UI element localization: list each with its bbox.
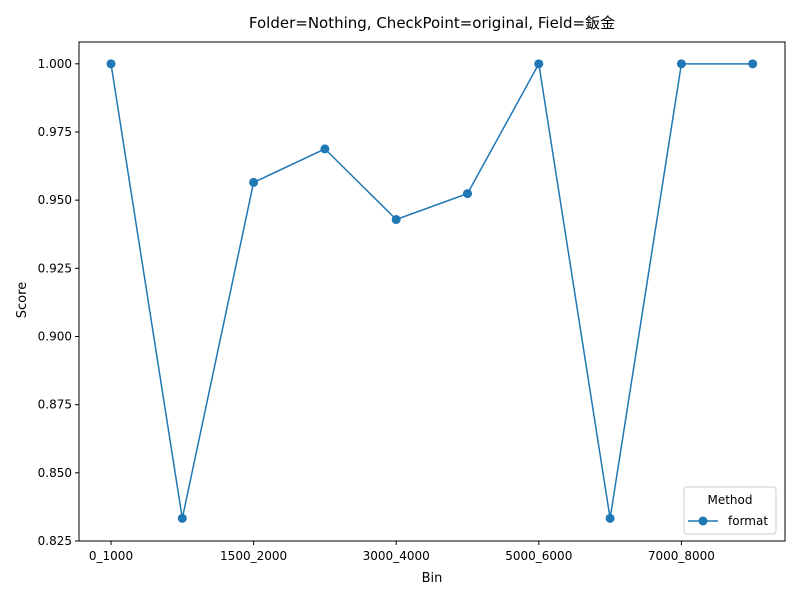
y-tick-label: 0.875 (38, 398, 72, 412)
series-layer (106, 59, 758, 523)
x-tick-label: 3000_4000 (363, 549, 430, 563)
y-tick-label: 0.975 (38, 125, 72, 139)
x-tick-label: 7000_8000 (648, 549, 715, 563)
x-tick-label: 0_1000 (89, 549, 133, 563)
legend-title: Method (707, 493, 752, 507)
plot-frame (78, 41, 786, 542)
y-axis-title: Score (15, 282, 30, 318)
x-axis: 0_1000 1500_2000 3000_4000 5000_6000 7000_80… (89, 541, 715, 563)
y-tick-label: 0.925 (38, 261, 72, 275)
data-point (177, 513, 187, 523)
y-axis: 0.825 0.850 0.875 0.900 0.925 0.950 0.975 1.000 (38, 57, 79, 548)
data-point (106, 59, 116, 69)
x-tick-label: 1500_2000 (220, 549, 287, 563)
y-tick-label: 0.850 (38, 466, 72, 480)
data-point (249, 177, 259, 187)
x-axis-title: Bin (422, 571, 443, 586)
series-line-format (110, 61, 753, 519)
y-tick-label: 0.950 (38, 193, 72, 207)
x-tick-label: 5000_6000 (505, 549, 572, 563)
y-tick-label: 0.825 (38, 534, 72, 548)
data-point (748, 59, 758, 69)
y-tick-label: 1.000 (38, 57, 72, 71)
data-point (605, 513, 615, 523)
data-point (391, 215, 401, 225)
data-point (534, 59, 544, 69)
legend-marker (698, 516, 708, 526)
data-point (463, 189, 472, 199)
legend: Method format (683, 486, 777, 535)
legend-label: format (728, 514, 768, 528)
y-tick-label: 0.900 (38, 329, 72, 343)
chart-title: Folder=Nothing, CheckPoint=original, Fie… (249, 14, 615, 32)
data-point (676, 59, 686, 69)
data-point (320, 144, 330, 154)
